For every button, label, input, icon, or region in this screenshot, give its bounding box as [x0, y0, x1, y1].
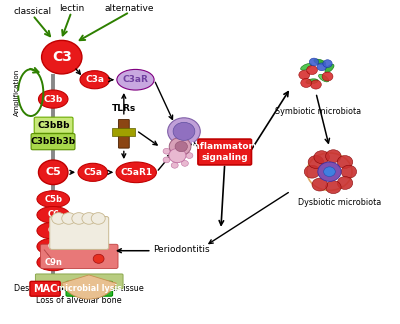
Ellipse shape [80, 71, 110, 89]
Circle shape [62, 213, 76, 224]
Text: Periodontitis: Periodontitis [153, 245, 210, 254]
Ellipse shape [306, 79, 318, 84]
Text: alternative: alternative [105, 4, 154, 13]
Circle shape [318, 162, 341, 181]
Text: C3a: C3a [85, 75, 104, 84]
Circle shape [72, 213, 86, 224]
FancyBboxPatch shape [66, 281, 112, 296]
Circle shape [42, 40, 82, 74]
FancyBboxPatch shape [40, 244, 118, 269]
FancyBboxPatch shape [198, 139, 252, 165]
Ellipse shape [37, 254, 70, 271]
Circle shape [173, 122, 195, 140]
Ellipse shape [38, 90, 68, 108]
Text: classical: classical [14, 7, 52, 17]
Ellipse shape [78, 163, 108, 181]
Circle shape [304, 165, 320, 178]
Text: C3b: C3b [44, 95, 63, 104]
Text: Dysbiotic microbiota: Dysbiotic microbiota [298, 198, 381, 207]
Text: C5aR1: C5aR1 [120, 168, 152, 177]
Text: Inflammatory
signaling: Inflammatory signaling [190, 142, 259, 162]
Circle shape [38, 160, 68, 185]
Circle shape [317, 63, 326, 71]
Text: Destruction of connective tissue
Loss of alveolar bone: Destruction of connective tissue Loss of… [14, 284, 144, 305]
Ellipse shape [301, 64, 312, 70]
Circle shape [169, 137, 191, 156]
FancyBboxPatch shape [35, 274, 123, 289]
FancyBboxPatch shape [34, 117, 73, 133]
Text: C5b: C5b [44, 195, 62, 203]
Text: C8: C8 [47, 242, 59, 251]
Circle shape [308, 156, 324, 168]
Circle shape [168, 118, 200, 145]
Circle shape [163, 157, 170, 163]
Ellipse shape [37, 206, 70, 223]
Ellipse shape [37, 191, 70, 207]
Text: C9n: C9n [44, 258, 62, 267]
Circle shape [322, 72, 333, 81]
FancyBboxPatch shape [112, 128, 136, 135]
Circle shape [337, 156, 353, 168]
Ellipse shape [314, 59, 326, 65]
Circle shape [309, 58, 319, 66]
Text: C3bBb: C3bBb [37, 121, 70, 130]
FancyBboxPatch shape [50, 216, 109, 249]
Wedge shape [62, 275, 116, 299]
Text: MAC: MAC [33, 284, 57, 294]
Ellipse shape [325, 64, 334, 73]
Ellipse shape [318, 74, 329, 82]
Text: lectin: lectin [59, 4, 84, 13]
Circle shape [324, 167, 335, 177]
Ellipse shape [116, 162, 156, 183]
Circle shape [175, 141, 188, 152]
Circle shape [181, 160, 188, 166]
Circle shape [301, 78, 312, 87]
Text: C6: C6 [47, 210, 59, 219]
Text: C3bBb3b: C3bBb3b [30, 137, 76, 146]
Circle shape [306, 65, 318, 75]
Circle shape [91, 213, 105, 224]
Circle shape [299, 70, 310, 79]
Text: Amplification: Amplification [14, 69, 20, 116]
FancyArrowPatch shape [44, 250, 56, 265]
Circle shape [163, 148, 170, 154]
Ellipse shape [37, 222, 70, 239]
Text: C5: C5 [45, 167, 61, 177]
Text: C5a: C5a [83, 168, 102, 177]
FancyBboxPatch shape [118, 120, 129, 148]
Circle shape [314, 151, 330, 164]
Text: C3: C3 [52, 50, 72, 64]
FancyBboxPatch shape [30, 281, 60, 296]
Circle shape [93, 254, 104, 263]
Circle shape [82, 213, 96, 224]
Circle shape [171, 143, 178, 149]
Circle shape [326, 150, 341, 163]
Circle shape [186, 153, 193, 158]
Circle shape [52, 213, 66, 224]
Text: C3aR: C3aR [122, 75, 148, 84]
Circle shape [323, 60, 332, 67]
Text: TLRs: TLRs [112, 104, 136, 113]
Text: C7: C7 [47, 226, 59, 235]
Circle shape [169, 148, 186, 163]
FancyBboxPatch shape [31, 133, 75, 150]
Circle shape [171, 162, 178, 168]
Circle shape [326, 181, 341, 194]
Circle shape [310, 80, 321, 89]
Text: Symbiotic microbiota: Symbiotic microbiota [275, 108, 361, 117]
Circle shape [341, 165, 357, 178]
Ellipse shape [37, 238, 70, 255]
Text: microbial lysis: microbial lysis [57, 284, 122, 293]
Circle shape [312, 178, 328, 191]
Ellipse shape [117, 69, 154, 90]
Circle shape [337, 177, 353, 190]
Circle shape [181, 145, 188, 151]
